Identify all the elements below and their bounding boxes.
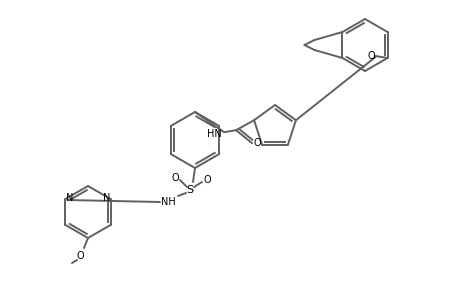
- Text: N: N: [103, 193, 110, 203]
- Text: S: S: [186, 185, 193, 195]
- Text: O: O: [171, 173, 179, 183]
- Text: HN: HN: [206, 129, 221, 139]
- Text: O: O: [203, 175, 210, 185]
- Text: N: N: [66, 193, 73, 203]
- Text: O: O: [76, 251, 84, 261]
- Text: O: O: [367, 51, 375, 61]
- Text: O: O: [253, 138, 260, 148]
- Text: NH: NH: [160, 197, 175, 207]
